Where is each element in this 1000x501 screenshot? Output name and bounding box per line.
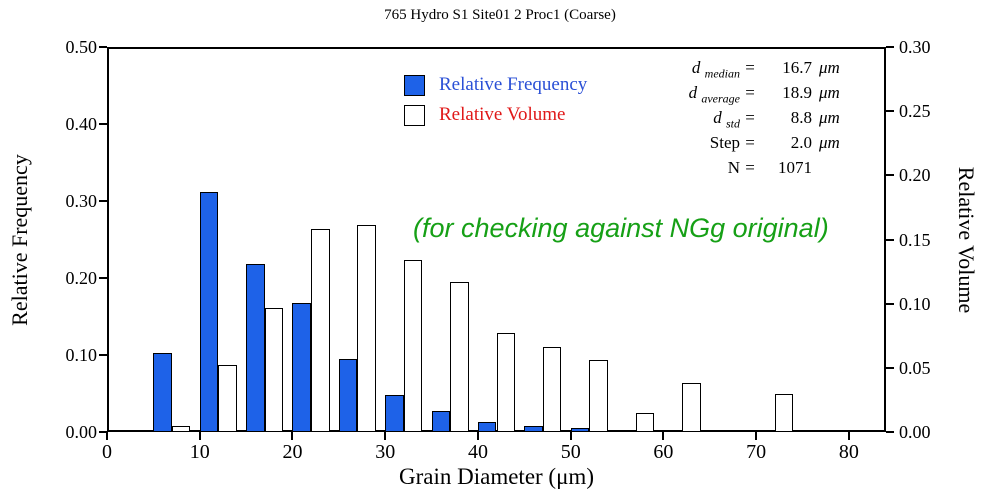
volume-bar [311,229,330,432]
stat-row-std: d std = 8.8 μm [713,108,840,131]
y-left-tick-label: 0.40 [65,114,98,134]
y-left-tick-label: 0.10 [65,345,98,365]
y-right-tick [886,366,894,369]
x-axis-title: Grain Diameter (μm) [399,464,594,489]
y-right-tick-label: 0.25 [899,101,931,122]
volume-swatch-icon [404,104,425,126]
frequency-bar [338,358,358,432]
x-tick [291,432,294,440]
y-right-tick-label: 0.30 [899,37,931,57]
y-left-tick [99,431,107,433]
frequency-bar [663,430,682,432]
stats-block: d median = 16.7 μm d average = 18.9 μm d… [648,58,854,183]
x-tick-label: 10 [189,441,210,463]
y-right-tick-label: 0.05 [899,357,931,378]
stat-row-median: d median = 16.7 μm [691,58,840,81]
legend-item-relative-volume: Relative Volume [404,100,587,130]
x-tick [198,432,201,440]
chart-title: 765 Hydro S1 Site01 2 Proc1 (Coarse) [384,7,616,23]
y-left-tick [99,277,107,279]
volume-bar [264,307,284,432]
y-right-tick-label: 0.00 [899,422,931,442]
frequency-swatch-icon [404,74,425,96]
volume-bar [635,412,655,432]
y-right-tick [886,110,894,113]
volume-bar [403,260,423,432]
y-left-tick-label: 0.00 [65,422,98,442]
frequency-bar [524,425,543,432]
frequency-bar [431,411,451,432]
frequency-bar [385,395,404,432]
y-left-tick [99,46,107,48]
x-tick [569,432,572,440]
volume-bar [589,360,608,432]
volume-bar [218,365,237,432]
x-tick [476,432,479,440]
y-right-tick-label: 0.10 [899,293,931,314]
legend: Relative Frequency Relative Volume [404,70,587,130]
annotation-note: (for checking against NGg original) [413,213,829,243]
volume-bar [681,383,701,432]
frequency-bar [246,264,265,432]
frequency-bar [477,422,497,432]
frequency-bar [756,430,775,432]
volume-bar [450,281,469,432]
volume-bar [542,347,562,432]
x-tick-label: 20 [282,441,303,463]
volume-bar [171,425,191,432]
x-tick-label: 40 [467,441,488,463]
x-tick-label: 80 [838,441,859,463]
y-right-tick [886,238,894,241]
y-right-tick [886,431,894,433]
y-left-tick-label: 0.50 [65,37,98,57]
x-tick [106,432,108,440]
y-left-tick-label: 0.20 [65,268,98,288]
stat-row-n: N = 1071 [727,158,812,177]
y-left-tick [99,200,107,202]
y-right-tick-label: 0.20 [899,165,931,186]
legend-label-volume: Relative Volume [439,104,566,125]
x-tick-label: 30 [375,441,396,463]
volume-bar [357,225,376,432]
bars-layer [107,47,886,432]
volume-bar [774,393,794,432]
y-right-tick-label: 0.15 [899,229,931,250]
x-tick [384,432,387,440]
legend-item-relative-frequency: Relative Frequency [404,70,587,100]
y-right-tick [886,302,894,305]
x-tick-label: 60 [653,441,674,463]
frequency-bar [153,352,172,432]
y-right-tick [886,174,894,177]
x-tick [662,432,665,440]
y-left-tick [99,123,107,125]
x-tick-label: 50 [560,441,581,463]
y-right-tick [886,46,894,48]
x-tick-label: 0 [102,441,112,463]
x-tick [847,432,850,440]
y-left-tick-label: 0.30 [65,191,98,211]
stat-row-step: Step = 2.0 μm [709,133,840,152]
x-tick-label: 70 [746,441,767,463]
frequency-bar [617,430,636,432]
frequency-bar [570,428,590,432]
stat-row-average: d average = 18.9 μm [688,83,840,106]
frequency-bar [292,302,312,432]
x-tick [755,432,758,440]
y-left-tick [99,354,107,356]
left-axis-title: Relative Frequency [7,154,32,326]
legend-label-frequency: Relative Frequency [439,74,588,95]
volume-bar [496,333,516,432]
frequency-bar [199,191,219,432]
